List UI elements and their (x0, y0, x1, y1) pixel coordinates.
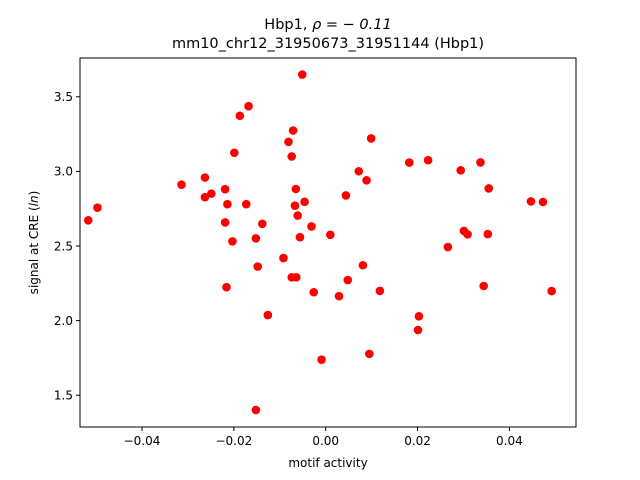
data-point-8 (220, 218, 230, 227)
data-point-56 (483, 229, 493, 239)
data-point-59 (538, 197, 548, 207)
data-point-19 (263, 310, 273, 320)
data-point-24 (287, 152, 297, 161)
data-point-11 (228, 237, 237, 246)
data-point-29 (292, 273, 301, 282)
data-point-26 (290, 201, 300, 211)
data-point-18 (258, 219, 267, 229)
x-tick-label: −0.02 (215, 434, 252, 448)
data-point-16 (251, 234, 261, 243)
data-point-60 (547, 286, 556, 296)
data-point-13 (235, 111, 245, 121)
data-point-36 (325, 230, 335, 240)
data-point-2 (93, 203, 102, 212)
x-axis-label: motif activity (288, 456, 367, 470)
data-point-31 (300, 197, 309, 207)
chart-title-line2: mm10_chr12_31950673_31951144 (Hbp1) (172, 36, 484, 52)
data-point-43 (366, 134, 376, 143)
data-point-20 (251, 405, 261, 415)
data-point-55 (484, 184, 494, 193)
data-point-38 (341, 191, 351, 200)
data-point-3 (177, 180, 186, 189)
data-point-12 (230, 148, 239, 158)
data-point-57 (479, 281, 488, 291)
data-point-58 (526, 197, 536, 206)
data-point-49 (423, 155, 433, 165)
data-point-54 (476, 158, 485, 167)
data-point-22 (284, 137, 293, 147)
data-point-32 (297, 70, 307, 79)
data-point-30 (295, 232, 305, 242)
data-point-5 (200, 192, 210, 202)
x-tick-label: 0.04 (496, 434, 523, 448)
x-axis-ticks: −0.04 −0.02 0.00 0.02 0.04 (124, 427, 523, 448)
y-tick-label: 2.5 (54, 239, 73, 253)
x-tick-label: −0.04 (124, 434, 161, 448)
data-point-42 (362, 176, 371, 185)
y-tick-label: 3.0 (54, 165, 73, 179)
data-point-33 (307, 222, 316, 231)
plot-frame (79, 57, 577, 428)
data-point-1 (83, 216, 93, 225)
data-point-14 (244, 101, 253, 111)
data-point-7 (220, 184, 230, 194)
data-point-48 (413, 325, 423, 335)
data-point-44 (365, 349, 374, 359)
data-point-9 (223, 199, 232, 209)
y-tick-label: 3.5 (54, 90, 73, 104)
y-tick-label: 2.0 (54, 314, 73, 328)
data-point-39 (343, 275, 353, 285)
data-point-41 (358, 260, 368, 270)
data-point-40 (354, 166, 364, 176)
data-point-6 (207, 189, 216, 198)
data-point-37 (334, 291, 344, 301)
x-tick-label: 0.02 (404, 434, 431, 448)
data-point-50 (443, 242, 453, 252)
data-point-15 (241, 199, 251, 209)
chart-title-line1: Hbp1, ρ = − 0.11 (264, 17, 391, 33)
data-point-51 (456, 166, 466, 175)
data-point-53 (463, 230, 472, 239)
data-point-46 (404, 158, 414, 167)
y-axis-label: signal at CRE (ln) (27, 191, 41, 295)
data-point-23 (288, 126, 298, 135)
data-points (83, 70, 556, 415)
data-point-21 (279, 253, 288, 263)
data-point-34 (309, 287, 319, 297)
data-point-47 (414, 311, 424, 321)
data-point-17 (253, 262, 263, 271)
data-point-4 (200, 173, 210, 182)
data-point-45 (375, 286, 385, 296)
data-point-27 (293, 211, 302, 220)
data-point-10 (222, 282, 231, 292)
data-point-35 (317, 355, 326, 365)
x-tick-label: 0.00 (312, 434, 339, 448)
data-point-25 (291, 184, 301, 194)
y-axis-ticks: 1.5 2.0 2.5 3.0 3.5 (54, 90, 80, 403)
y-tick-label: 1.5 (54, 389, 73, 403)
